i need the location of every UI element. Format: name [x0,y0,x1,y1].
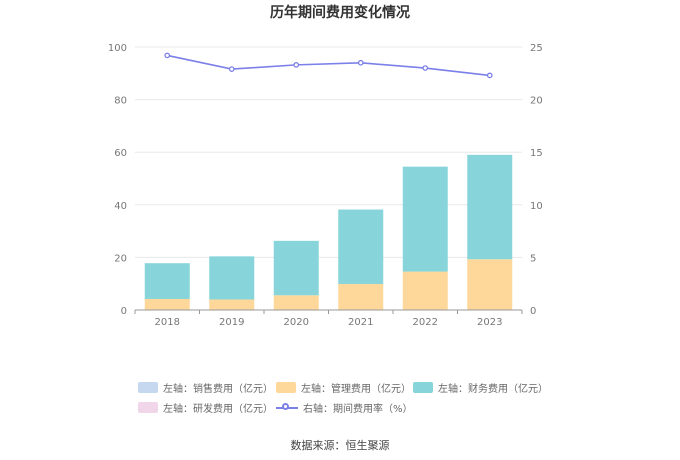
right-axis-tick-label: 0 [530,306,536,317]
source-note: 数据来源：恒生聚源 [290,439,390,452]
x-axis-tick-label: 2020 [284,317,309,328]
bar-segment [467,154,513,260]
legend-label-finance: 左轴：财务费用（亿元） [438,384,548,395]
right-axis-tick-label: 15 [530,148,543,159]
legend-swatch-rnd [138,402,158,413]
right-axis-tick-label: 10 [530,201,543,212]
bar-segment [273,295,319,310]
bar-segment [402,271,448,310]
left-axis-tick-label: 40 [114,201,127,212]
legend-item-admin[interactable]: 左轴：管理费用（亿元） [276,380,411,395]
legend-label-rnd: 左轴：研发费用（亿元） [163,404,273,415]
right-axis-tick-label: 25 [530,43,543,54]
legend-label-sales: 左轴：销售费用（亿元） [163,384,273,395]
left-axis-tick-label: 60 [114,148,127,159]
left-axis-tick-label: 100 [108,43,127,54]
legend-item-rnd[interactable]: 左轴：研发费用（亿元） [138,400,273,415]
right-axis-tick-label: 5 [530,253,536,264]
grid [135,46,522,258]
chart-title: 历年期间费用变化情况 [270,4,410,21]
legend-item-expense-ratio[interactable]: 右轴：期间费用率（%） [276,400,413,415]
bar-segment [273,240,319,296]
line-point [486,72,493,79]
x-axis-tick-label: 2023 [477,317,502,328]
bar-segment [144,298,190,310]
bar-segment [467,259,513,310]
left-axis-tick-label: 0 [121,306,127,317]
legend-swatch-expense-ratio [276,402,298,414]
bar-segment [209,256,255,300]
left-axis-tick-label: 20 [114,253,127,264]
legend-label-expense-ratio: 右轴：期间费用率（%） [303,404,413,415]
line-point [357,59,364,66]
line-point [293,62,300,68]
legend-item-sales[interactable]: 左轴：销售费用（亿元） [138,380,273,395]
x-axis-tick-label: 2021 [348,317,373,328]
x-axis-tick-label: 2022 [413,317,438,328]
line-point [228,66,235,72]
bar-segment [338,209,384,284]
bar-segment [209,299,255,310]
left-axis-tick-label: 80 [114,96,127,107]
legend-swatch-finance [413,382,433,393]
right-axis-tick-label: 20 [530,96,543,107]
bar-segment [402,166,448,272]
legend-item-finance[interactable]: 左轴：财务费用（亿元） [413,380,548,395]
bar-segment [144,263,190,299]
x-axis-tick-label: 2018 [155,317,180,328]
expense-ratio-line [167,54,490,77]
legend-swatch-sales [138,382,158,393]
line-point [422,65,429,71]
axes: 0 20 40 60 80 100 0 5 10 15 20 25 2018 2019 2020 2021 20… [108,43,543,328]
legend-label-admin: 左轴：管理费用（亿元） [301,384,411,395]
legend-swatch-admin [276,382,296,393]
bars [144,154,513,310]
line-series [164,52,493,79]
x-axis-tick-label: 2019 [219,317,244,328]
bar-segment [338,283,384,310]
line-point [164,52,171,59]
